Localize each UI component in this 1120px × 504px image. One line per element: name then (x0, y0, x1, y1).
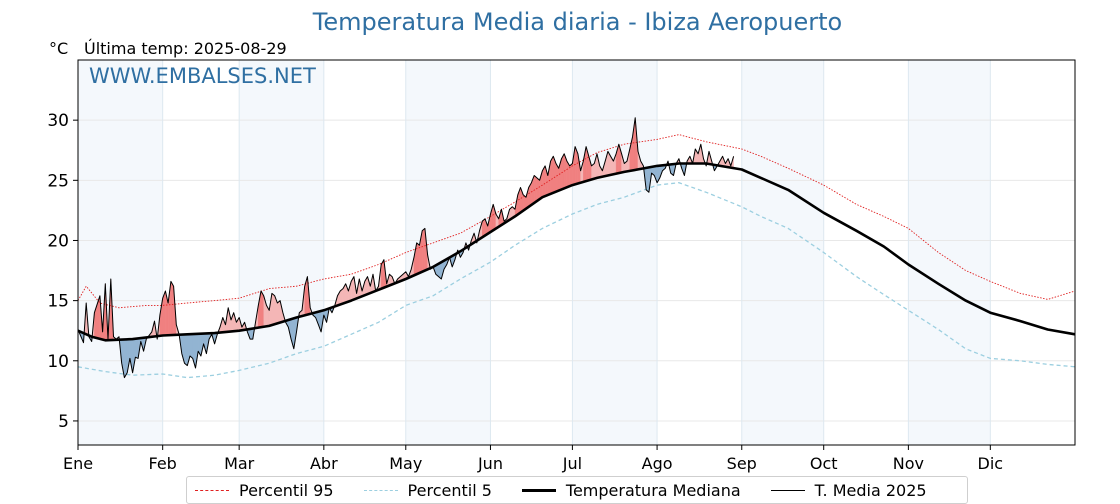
anomaly-fill-above (272, 293, 275, 325)
last-temp-label: Última temp: 2025-08-29 (84, 39, 287, 58)
anomaly-fill-above (422, 228, 425, 271)
anomaly-fill-above (261, 291, 264, 327)
legend-item-current: T. Media 2025 (771, 481, 927, 500)
anomaly-fill-above (551, 156, 554, 194)
anomaly-fill-below (135, 338, 138, 358)
legend-swatch-p95 (195, 490, 229, 491)
legend-item-p95: Percentil 95 (195, 481, 334, 500)
x-tick-label-dic: Dic (978, 454, 1004, 473)
anomaly-fill-above (277, 301, 280, 324)
legend-item-p5: Percentil 5 (364, 481, 492, 500)
y-axis: 5 10 15 20 25 30 (47, 111, 78, 432)
x-tick-label-nov: Nov (893, 454, 924, 473)
legend-swatch-current (771, 490, 805, 491)
y-tick-label-25: 25 (47, 171, 69, 191)
y-tick-label-10: 10 (47, 352, 69, 372)
y-tick-label-5: 5 (58, 412, 69, 432)
month-band-jul (572, 60, 657, 445)
month-band-mar (239, 60, 324, 445)
legend-label-current: T. Media 2025 (815, 481, 927, 500)
x-tick-label-jun: Jun (477, 454, 503, 473)
chart-title: Temperatura Media diaria - Ibiza Aeropue… (0, 8, 1120, 36)
x-tick-label-ago: Ago (642, 454, 673, 473)
month-band-nov (908, 60, 990, 445)
x-tick-label-sep: Sep (727, 454, 757, 473)
legend-label-median: Temperatura Mediana (566, 481, 741, 500)
x-tick-label-mar: Mar (224, 454, 255, 473)
legend-swatch-median (522, 489, 556, 492)
anomaly-fill-above (537, 178, 540, 201)
legend-item-median: Temperatura Mediana (522, 481, 741, 500)
month-band-sep (742, 60, 824, 445)
anomaly-fill-above (171, 281, 174, 335)
y-tick-label-15: 15 (47, 292, 69, 312)
x-tick-label-may: May (389, 454, 422, 473)
x-tick-label-oct: Oct (810, 454, 838, 473)
month-bands (78, 60, 990, 445)
legend-swatch-p5 (364, 490, 398, 491)
unit-label: °C (49, 39, 68, 58)
x-axis: Ene Feb Mar Abr May Jun Jul Ago Sep Oct Nov Dic (63, 445, 1003, 473)
x-tick-label-jul: Jul (562, 454, 582, 473)
anomaly-fill-below (190, 334, 193, 358)
legend-label-p95: Percentil 95 (239, 481, 334, 500)
y-tick-label-20: 20 (47, 231, 69, 251)
x-tick-label-ene: Ene (63, 454, 93, 473)
month-band-ene (78, 60, 163, 445)
watermark-link[interactable]: WWW.EMBALSES.NET (89, 64, 316, 88)
legend-label-p5: Percentil 5 (408, 481, 492, 500)
y-tick-label-30: 30 (47, 111, 69, 131)
x-tick-label-abr: Abr (310, 454, 338, 473)
x-tick-label-feb: Feb (149, 454, 177, 473)
anomaly-fill-above (561, 154, 564, 190)
anomaly-fill-below (124, 339, 127, 377)
anomaly-fill-below (185, 334, 188, 365)
